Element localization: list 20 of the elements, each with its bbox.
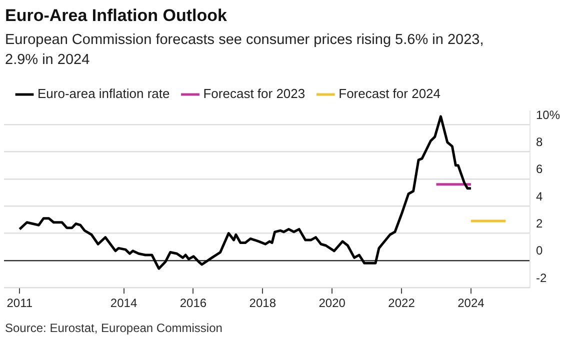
- chart-subtitle: European Commission forecasts see consumer prices rising 5.6% in 2023, 2.9% in 2024: [5, 31, 485, 70]
- legend-label: Forecast for 2023: [203, 86, 306, 102]
- x-tick-label: 2011: [6, 296, 33, 310]
- y-tick-label: 8: [536, 135, 543, 150]
- x-tick-label: 2022: [388, 296, 416, 310]
- y-tick-label: 10%: [536, 108, 560, 122]
- x-tick-label: 2024: [458, 296, 485, 310]
- y-tick-label: 0: [536, 244, 543, 258]
- x-tick-label: 2018: [249, 296, 276, 310]
- source-note: Source: Eurostat, European Commission: [5, 321, 222, 335]
- x-tick-label: 2020: [318, 296, 346, 310]
- legend-label: Forecast for 2024: [338, 86, 441, 102]
- x-tick-label: 2014: [110, 296, 138, 310]
- y-tick-label: 6: [536, 162, 543, 176]
- y-tick-label: -2: [536, 270, 547, 285]
- legend-label: Euro-area inflation rate: [38, 86, 170, 102]
- chart-title: Euro-Area Inflation Outlook: [5, 6, 227, 26]
- y-tick-label: 2: [536, 216, 543, 231]
- y-tick-label: 4: [536, 189, 543, 204]
- x-tick-label: 2016: [180, 296, 207, 310]
